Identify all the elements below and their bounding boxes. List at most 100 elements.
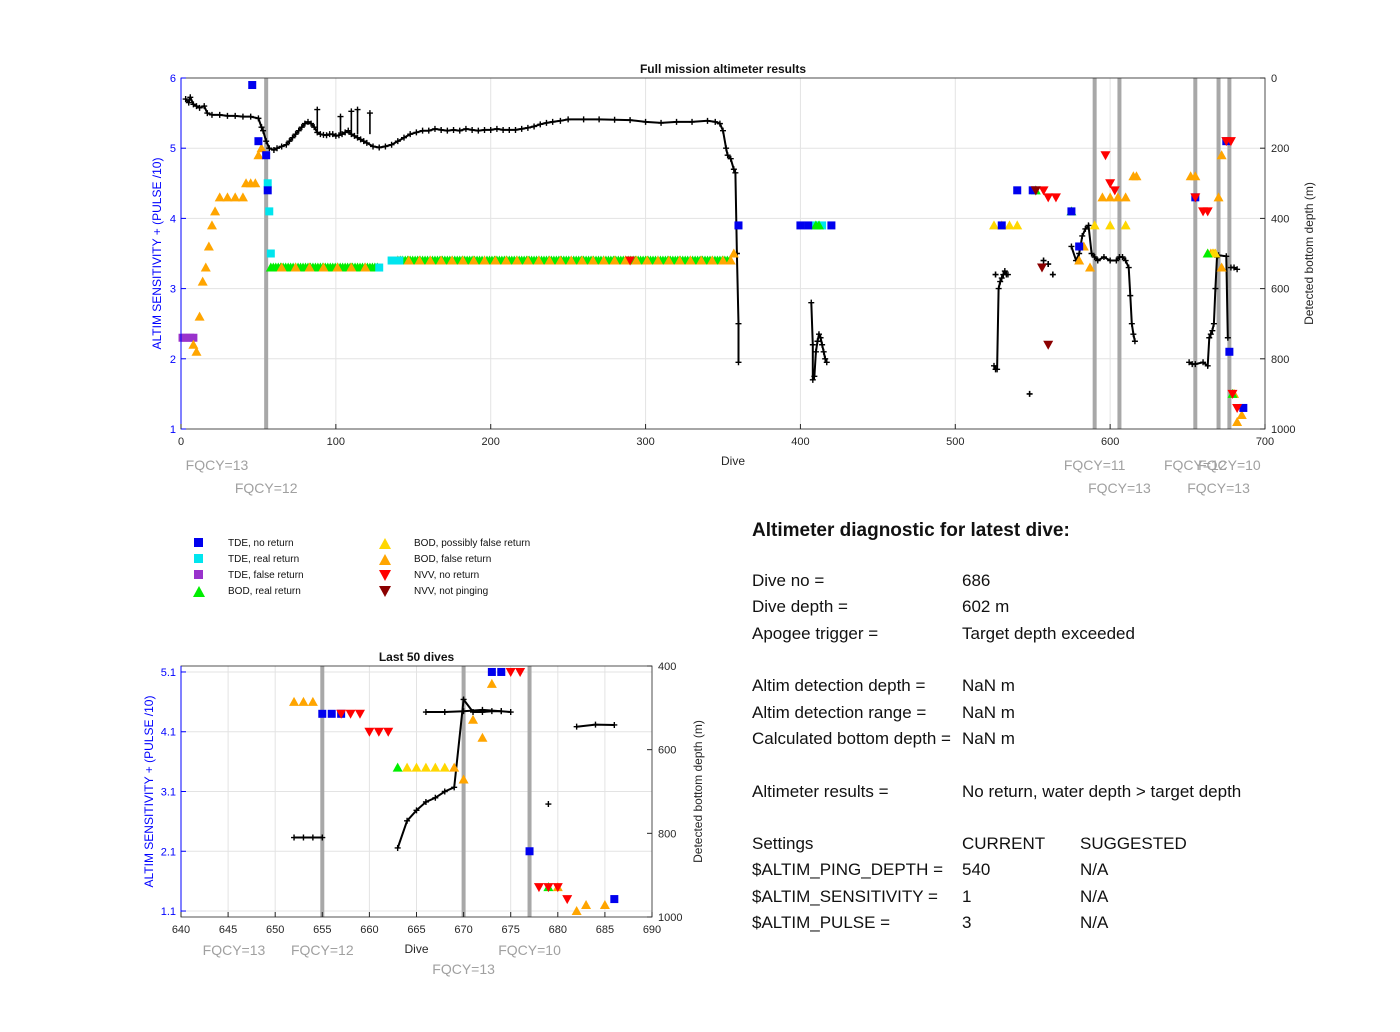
marker-square bbox=[1075, 242, 1084, 251]
depth-point bbox=[460, 696, 467, 703]
diag-value: SUGGESTED bbox=[1080, 834, 1187, 854]
depth-point bbox=[469, 126, 476, 133]
marker-triangle-up bbox=[663, 255, 674, 265]
marker-triangle-up bbox=[197, 276, 208, 286]
legend-item-tde-no-return: TDE, no return bbox=[190, 535, 294, 551]
marker-square bbox=[497, 667, 506, 676]
diag-key: Altimeter results = bbox=[752, 781, 889, 801]
y-right-tick-label: 200 bbox=[1271, 143, 1289, 155]
depth-point bbox=[735, 320, 742, 327]
depth-point bbox=[460, 708, 467, 715]
diag-key: Apogee trigger = bbox=[752, 623, 879, 643]
marker-triangle-up bbox=[414, 255, 425, 265]
depth-point bbox=[444, 127, 451, 134]
legend-label: BOD, real return bbox=[228, 585, 301, 597]
depth-point bbox=[995, 285, 1002, 292]
y-left-axis-label: ALTIM SENSITIVITY + (PULSE /10) bbox=[142, 696, 156, 888]
depth-point bbox=[580, 116, 587, 123]
marker-triangle-up bbox=[555, 255, 566, 265]
marker-square bbox=[1013, 186, 1022, 195]
marker-triangle-up bbox=[1085, 262, 1096, 272]
depth-point bbox=[329, 131, 336, 138]
x-axis-label: Dive bbox=[721, 454, 745, 468]
diag-value: N/A bbox=[1080, 886, 1109, 906]
diag-row-ping-depth: $ALTIM_PING_DEPTH = 540 N/A bbox=[752, 857, 1372, 883]
marker-triangle-up bbox=[188, 339, 199, 349]
marker-triangle-down bbox=[1105, 179, 1116, 189]
y-left-tick-label: 2.1 bbox=[161, 846, 176, 858]
marker-triangle-up bbox=[522, 255, 533, 265]
marker-triangle-up bbox=[1236, 409, 1247, 419]
depth-point bbox=[724, 152, 731, 159]
diag-value: 1 bbox=[962, 886, 972, 906]
marker-triangle-up bbox=[685, 255, 696, 265]
marker-triangle-up bbox=[1120, 220, 1131, 230]
depth-point bbox=[208, 111, 215, 118]
depth-point bbox=[451, 784, 458, 791]
marker-triangle-up bbox=[307, 696, 318, 706]
depth-point bbox=[301, 120, 308, 127]
marker-triangle-up bbox=[1120, 192, 1131, 202]
depth-point bbox=[309, 834, 316, 841]
marker-triangle-up bbox=[1202, 248, 1213, 258]
depth-point bbox=[216, 111, 223, 118]
marker-triangle-up bbox=[581, 900, 592, 910]
red-triangle-down-icon bbox=[376, 569, 394, 581]
depth-point bbox=[723, 145, 730, 152]
depth-point bbox=[190, 101, 197, 108]
depth-point bbox=[413, 807, 420, 814]
marker-square bbox=[265, 207, 274, 216]
depth-point bbox=[300, 834, 307, 841]
depth-point bbox=[720, 127, 726, 134]
diag-value: 686 bbox=[962, 571, 991, 591]
depth-point bbox=[627, 117, 634, 124]
x-tick-label: 650 bbox=[266, 924, 284, 936]
depth-point bbox=[1088, 250, 1095, 257]
marker-triangle-up bbox=[250, 178, 261, 188]
marker-square bbox=[387, 256, 396, 265]
depth-point bbox=[1082, 225, 1089, 232]
marker-triangle-up bbox=[533, 255, 544, 265]
marker-triangle-up bbox=[318, 262, 329, 272]
depth-point bbox=[351, 132, 358, 139]
fqcy-label: FQCY=13 bbox=[432, 961, 495, 977]
marker-triangle-up bbox=[392, 762, 403, 772]
depth-point bbox=[438, 126, 445, 133]
marker-triangle-down bbox=[625, 256, 636, 266]
marker-triangle-up bbox=[230, 192, 241, 202]
diag-value: NaN m bbox=[962, 676, 1015, 696]
depth-point bbox=[1204, 362, 1211, 369]
legend-item-tde-false-return: TDE, false return bbox=[190, 567, 304, 583]
marker-triangle-down bbox=[345, 709, 356, 719]
depth-point bbox=[196, 104, 203, 111]
marker-triangle-up bbox=[425, 255, 436, 265]
depth-point bbox=[283, 141, 290, 148]
marker-triangle-up bbox=[214, 192, 225, 202]
marker-triangle-up bbox=[479, 255, 490, 265]
depth-point bbox=[348, 108, 355, 115]
depth-point bbox=[735, 359, 742, 366]
marker-triangle-up bbox=[1112, 192, 1123, 202]
marker-triangle-up bbox=[1232, 416, 1243, 426]
marker-triangle-up bbox=[631, 255, 642, 265]
marker-triangle-up bbox=[430, 762, 441, 772]
depth-point bbox=[425, 127, 432, 134]
marker-triangle-up bbox=[276, 262, 287, 272]
marker-triangle-up bbox=[360, 262, 371, 272]
diagnostic-title: Altimeter diagnostic for latest dive: bbox=[752, 520, 1070, 541]
depth-point bbox=[432, 794, 439, 801]
depth-point bbox=[382, 143, 389, 150]
depth-point bbox=[704, 117, 711, 124]
depth-point bbox=[1207, 331, 1214, 338]
marker-triangle-up bbox=[1074, 255, 1085, 265]
depth-point bbox=[204, 110, 211, 117]
diag-key: Dive no = bbox=[752, 571, 825, 591]
marker-triangle-up bbox=[1089, 220, 1100, 230]
marker-triangle-up bbox=[707, 255, 718, 265]
marker-triangle-down bbox=[1100, 151, 1111, 161]
depth-point bbox=[1026, 390, 1033, 397]
diag-value: CURRENT bbox=[962, 834, 1046, 854]
marker-square bbox=[1225, 347, 1234, 356]
depth-point bbox=[360, 138, 367, 145]
y-left-tick-label: 6 bbox=[170, 73, 176, 85]
